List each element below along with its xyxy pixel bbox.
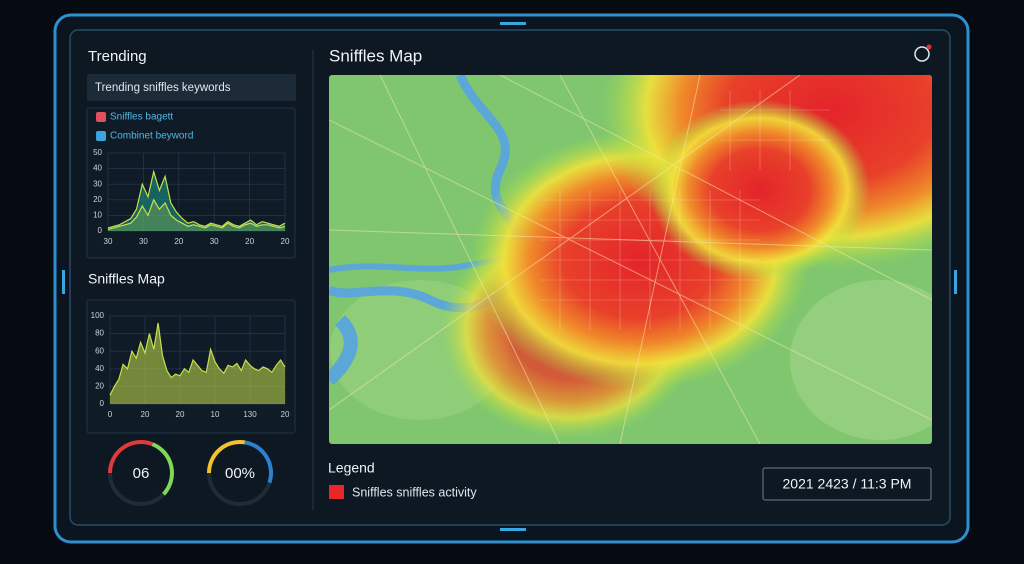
alert-icon[interactable] <box>914 46 930 62</box>
section-title: Trending <box>88 48 147 65</box>
section-title: Sniffles Map <box>88 271 165 287</box>
frame-accent <box>500 22 526 25</box>
keywords-box[interactable] <box>87 74 296 101</box>
y-tick-label: 0 <box>100 399 105 408</box>
x-tick-label: 130 <box>243 410 257 419</box>
y-tick-label: 20 <box>95 382 104 391</box>
legend-title: Legend <box>328 460 375 476</box>
frame-accent <box>62 270 65 294</box>
y-tick-label: 100 <box>91 311 105 320</box>
y-tick-label: 0 <box>98 226 103 235</box>
area <box>110 323 285 404</box>
legend-icon <box>96 131 106 141</box>
timestamp-box <box>762 467 932 501</box>
y-tick-label: 60 <box>95 346 104 355</box>
alert-dot <box>926 44 932 50</box>
y-tick-label: 40 <box>93 164 102 173</box>
x-tick-label: 30 <box>210 237 219 246</box>
gauge-label: 06 <box>133 465 150 482</box>
x-tick-label: 20 <box>176 410 185 419</box>
frame-accent <box>954 270 957 294</box>
gauge-arc <box>151 442 174 496</box>
x-tick-label: 30 <box>139 237 148 246</box>
x-tick-label: 0 <box>108 410 113 419</box>
x-tick-label: 30 <box>104 237 113 246</box>
x-tick-label: 20 <box>174 237 183 246</box>
legend-label: Sniffles sniffles activity <box>352 485 477 499</box>
gauge-label: 00% <box>225 465 255 482</box>
line <box>109 322 286 396</box>
y-tick-label: 20 <box>93 195 102 204</box>
x-tick-label: 20 <box>141 410 150 419</box>
legend-label: Combinet beyword <box>110 131 193 142</box>
map-title: Sniffles Map <box>329 46 422 65</box>
y-tick-label: 80 <box>95 329 104 338</box>
keywords-label: Trending sniffles keywords <box>95 82 231 94</box>
heat-map <box>329 75 932 444</box>
y-tick-label: 10 <box>93 211 102 220</box>
area <box>108 171 285 231</box>
legend-swatch <box>329 485 344 499</box>
x-tick-label: 20 <box>281 410 290 419</box>
x-tick-label: 20 <box>281 237 290 246</box>
line <box>107 198 286 230</box>
y-tick-label: 50 <box>93 148 102 157</box>
line <box>107 169 286 229</box>
area <box>108 199 285 231</box>
x-tick-label: 20 <box>245 237 254 246</box>
legend-icon <box>96 112 106 122</box>
legend-label: Sniffles bagett <box>110 112 173 123</box>
gauge-arc <box>244 440 273 484</box>
x-tick-label: 10 <box>211 410 220 419</box>
y-tick-label: 30 <box>93 179 102 188</box>
gauge-arc <box>207 440 246 474</box>
timestamp: 2021 2423 / 11:3 PM <box>783 476 912 492</box>
frame-accent <box>500 528 526 531</box>
y-tick-label: 40 <box>95 364 104 373</box>
gauge-arc <box>108 440 154 474</box>
